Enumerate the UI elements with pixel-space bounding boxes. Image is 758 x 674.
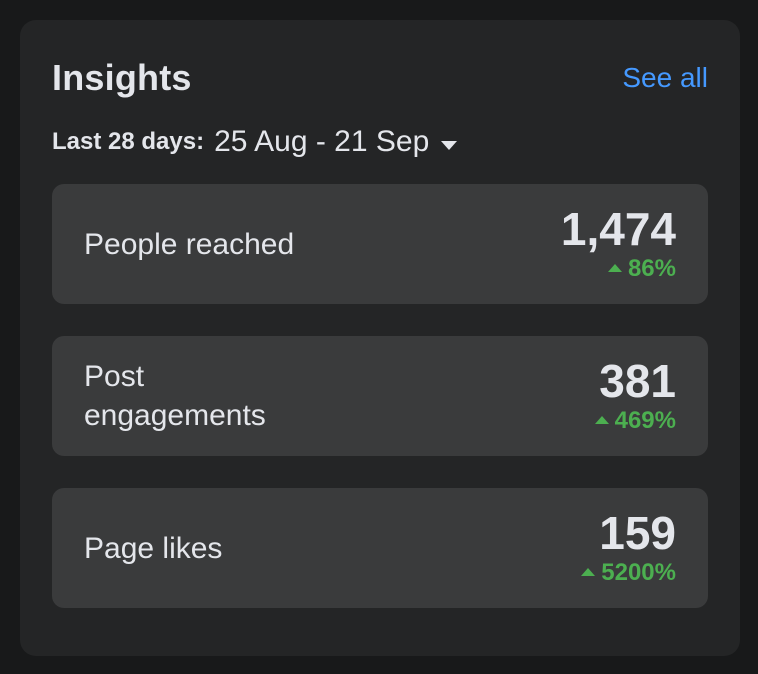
metric-value: 1,474 — [560, 203, 676, 255]
metric-label: People reached — [84, 227, 295, 261]
trend-up-icon — [594, 415, 609, 424]
trend-up-icon — [607, 263, 622, 272]
metric-post-engagements[interactable]: Post engagements 381 469% — [52, 336, 708, 456]
metric-value: 159 — [599, 507, 676, 559]
metric-people-reached[interactable]: People reached 1,474 86% — [52, 184, 708, 304]
metric-stats: 1,474 86% — [561, 204, 676, 284]
insights-header: Insights See all — [52, 56, 708, 100]
date-range-value: 25 Aug - 21 Sep — [214, 125, 430, 158]
metric-page-likes[interactable]: Page likes 159 5200% — [52, 488, 708, 608]
date-range-selector[interactable]: Last 28 days: 25 Aug - 21 Sep — [52, 122, 458, 162]
metric-label: Post engagements — [84, 360, 266, 432]
metric-change-value: 86% — [627, 255, 676, 282]
metric-stats: 159 5200% — [581, 508, 676, 588]
metric-change-value: 5200% — [601, 559, 676, 586]
metric-change: 5200% — [581, 558, 676, 588]
trend-up-icon — [581, 567, 596, 576]
metric-change: 86% — [607, 254, 676, 284]
date-range-label: Last 28 days: — [52, 128, 205, 155]
metric-change-value: 469% — [614, 407, 676, 434]
metric-label: Page likes — [84, 531, 223, 565]
insights-card: Insights See all Last 28 days: 25 Aug - … — [20, 20, 740, 656]
metric-value: 381 — [599, 355, 676, 407]
caret-down-icon — [441, 140, 458, 150]
metric-change: 469% — [594, 406, 676, 436]
insights-title: Insights — [52, 57, 192, 98]
see-all-link[interactable]: See all — [622, 62, 708, 93]
metrics-list: People reached 1,474 86% Post engagement… — [52, 184, 708, 640]
metric-stats: 381 469% — [594, 355, 676, 436]
